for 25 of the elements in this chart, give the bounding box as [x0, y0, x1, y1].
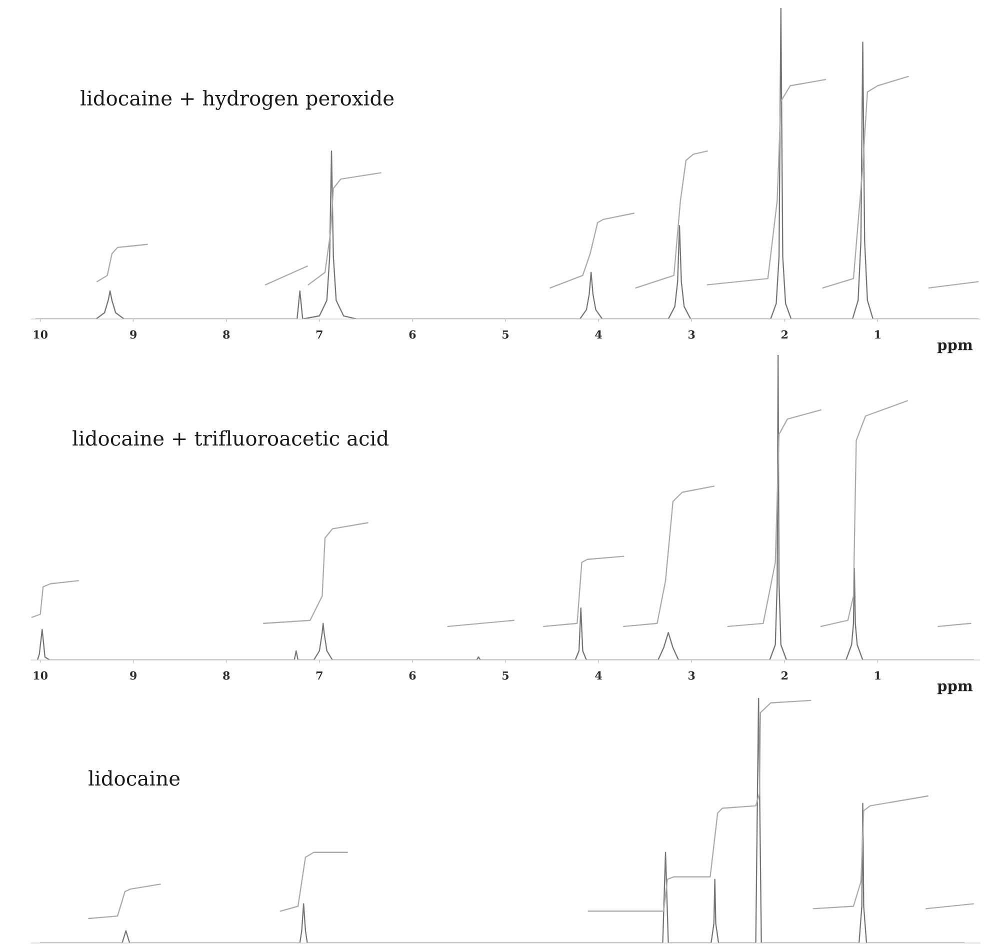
text: lidocaine — [88, 770, 180, 786]
x-tick-label: 5 — [502, 330, 509, 339]
text: lidocaine + trifluoroacetic acid — [72, 430, 389, 446]
x-tick-label: 1 — [875, 671, 880, 680]
x-tick-label: 3 — [688, 330, 695, 339]
x-tick-label: 6 — [409, 330, 416, 339]
x-tick-label: 6 — [409, 671, 416, 680]
x-tick-label: 8 — [223, 330, 230, 339]
x-tick-label: 9 — [130, 671, 137, 680]
x-tick-label: 7 — [316, 330, 322, 339]
x-tick-label: 9 — [130, 330, 137, 339]
x-tick-label: 3 — [688, 671, 695, 680]
x-tick-label: 2 — [781, 671, 788, 680]
x-tick-label: 4 — [595, 330, 602, 339]
x-axis-title: ppm — [937, 342, 973, 354]
text: lidocaine + hydrogen peroxide — [80, 90, 394, 110]
x-tick-label: 1 — [875, 330, 880, 339]
x-tick-label: 7 — [316, 671, 322, 680]
x-tick-label: 10 — [34, 671, 48, 680]
x-tick-label: 2 — [781, 330, 788, 339]
x-tick-label: 8 — [223, 671, 230, 680]
x-tick-label: 4 — [595, 671, 602, 680]
x-tick-label: 10 — [34, 330, 48, 339]
x-axis-title: ppm — [937, 683, 973, 694]
x-tick-label: 5 — [502, 671, 509, 680]
